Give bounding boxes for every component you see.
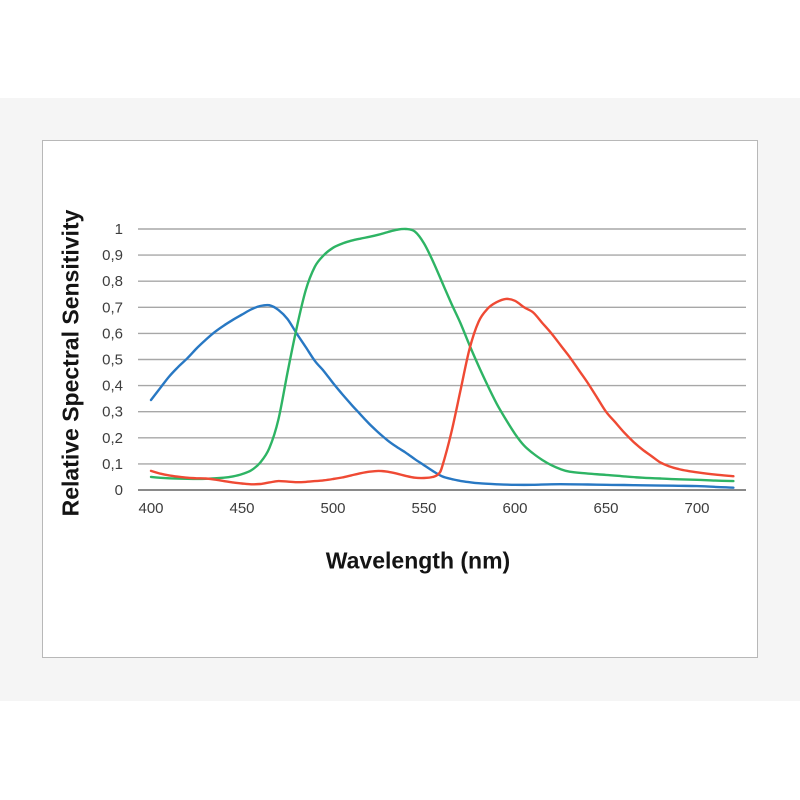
y-tick-label: 0,8 (102, 273, 123, 290)
x-tick-label: 650 (593, 500, 618, 517)
x-tick-label: 700 (684, 500, 709, 517)
y-tick-label: 0,9 (102, 247, 123, 264)
y-tick-label: 0,4 (102, 378, 123, 395)
y-tick-label: 0,2 (102, 430, 123, 447)
y-tick-label: 1 (115, 221, 123, 238)
blue-channel-curve (149, 303, 735, 489)
y-tick-label: 0,3 (102, 404, 123, 421)
x-axis-title: Wavelength (nm) (325, 547, 511, 574)
green-channel-curve (149, 227, 735, 483)
x-tick-label: 550 (411, 500, 436, 517)
spectral-sensitivity-chart: 1 0,9 0,8 0,7 0,6 0,5 0,4 0,3 0,2 0,1 0 400 450 500 55… (102, 221, 746, 517)
y-tick-label: 0,5 (102, 352, 123, 369)
chart-panel: 1 0,9 0,8 0,7 0,6 0,5 0,4 0,3 0,2 0,1 0 400 450 500 55… (42, 140, 758, 658)
x-tick-label: 600 (502, 500, 527, 517)
y-tick-label: 0 (115, 482, 123, 499)
x-tick-label: 400 (138, 500, 163, 517)
red-channel-curve (149, 297, 735, 486)
y-tick-label: 0,6 (102, 325, 123, 342)
y-axis-title: Relative Spectral Sensitivity (57, 209, 84, 517)
y-tick-label: 0,7 (102, 299, 123, 316)
y-tick-label: 0,1 (102, 456, 123, 473)
x-tick-label: 450 (229, 500, 254, 517)
x-tick-label: 500 (320, 500, 345, 517)
